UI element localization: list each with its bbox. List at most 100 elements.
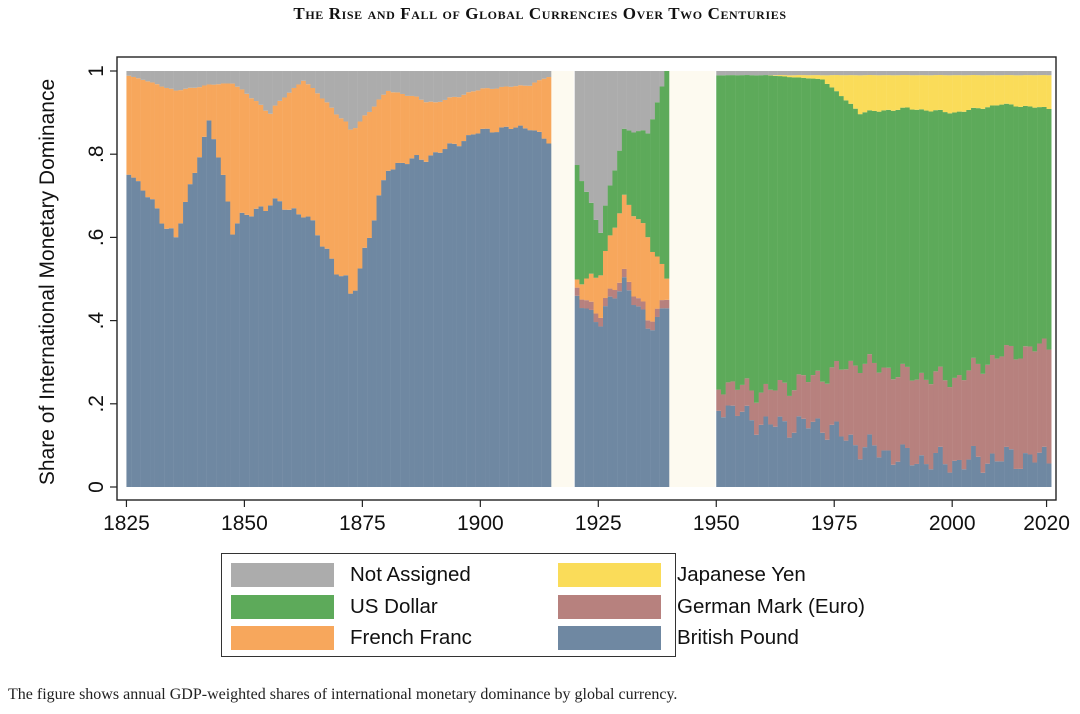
bar-segment bbox=[640, 223, 646, 302]
bar-segment bbox=[985, 75, 991, 108]
bar-segment bbox=[938, 71, 943, 76]
bar-segment bbox=[385, 90, 391, 171]
bar-segment bbox=[664, 308, 670, 487]
bar-segment bbox=[574, 295, 580, 487]
bar-segment bbox=[1046, 108, 1052, 350]
bar-segment bbox=[617, 291, 623, 487]
bar-segment bbox=[735, 415, 741, 487]
bar-segment bbox=[220, 174, 226, 487]
bar-segment bbox=[1018, 358, 1024, 469]
bar-segment bbox=[239, 89, 245, 213]
bar-segment bbox=[857, 459, 863, 487]
bar-segment bbox=[985, 463, 991, 487]
bar-segment bbox=[343, 121, 349, 276]
bar-segment bbox=[838, 71, 844, 76]
bar-segment bbox=[909, 109, 915, 381]
bar-segment bbox=[503, 86, 509, 127]
bar-segment bbox=[999, 75, 1005, 105]
bar-segment bbox=[1022, 105, 1028, 347]
bar-segment bbox=[518, 85, 523, 126]
bar-segment bbox=[329, 258, 335, 487]
bar-segment bbox=[834, 71, 840, 76]
bar-segment bbox=[522, 128, 528, 487]
bar-segment bbox=[720, 394, 726, 418]
bar-segment bbox=[923, 75, 929, 111]
bar-segment bbox=[352, 290, 358, 487]
x-tick-label: 1850 bbox=[221, 512, 268, 535]
bar-segment bbox=[305, 71, 311, 85]
bar-segment bbox=[938, 109, 943, 367]
bar-segment bbox=[952, 112, 958, 378]
bar-segment bbox=[919, 109, 925, 373]
bar-segment bbox=[900, 107, 906, 364]
bar-segment bbox=[428, 71, 434, 102]
bar-segment bbox=[654, 256, 660, 309]
bar-segment bbox=[801, 71, 807, 76]
bar-segment bbox=[815, 78, 821, 371]
legend-label: US Dollar bbox=[350, 595, 438, 618]
bar-segment bbox=[621, 194, 627, 269]
bar-segment bbox=[720, 75, 726, 395]
bar-segment bbox=[768, 424, 774, 487]
bar-segment bbox=[150, 199, 155, 487]
bar-segment bbox=[588, 309, 594, 487]
bar-segment bbox=[900, 71, 906, 76]
bar-segment bbox=[338, 71, 344, 119]
bar-segment bbox=[640, 130, 646, 224]
bar-segment bbox=[1022, 346, 1028, 454]
bar-segment bbox=[230, 83, 236, 235]
bar-segment bbox=[938, 446, 943, 487]
bar-segment bbox=[720, 417, 726, 487]
bar-segment bbox=[886, 450, 892, 487]
legend-label: Not Assigned bbox=[350, 563, 471, 586]
y-tick-label: .4 bbox=[85, 312, 108, 330]
bar-segment bbox=[966, 109, 972, 371]
bar-segment bbox=[414, 96, 420, 156]
bar-segment bbox=[385, 170, 391, 487]
bar-segment bbox=[466, 92, 472, 136]
bar-segment bbox=[357, 71, 363, 122]
bar-segment bbox=[612, 227, 618, 291]
bar-segment bbox=[400, 71, 406, 94]
bar-segment bbox=[994, 105, 1000, 359]
bar-segment bbox=[348, 129, 354, 294]
bar-segment bbox=[249, 71, 255, 99]
x-tick-label: 1875 bbox=[339, 512, 386, 535]
bar-segment bbox=[324, 102, 330, 249]
bar-segment bbox=[475, 90, 481, 134]
bar-segment bbox=[886, 367, 892, 451]
bar-segment bbox=[541, 78, 547, 139]
bar-segment bbox=[1013, 468, 1019, 487]
bar-segment bbox=[324, 248, 330, 487]
bar-segment bbox=[282, 209, 288, 487]
bar-segment bbox=[1041, 71, 1047, 76]
bar-segment bbox=[1008, 449, 1014, 487]
bar-segment bbox=[626, 130, 632, 205]
bar-segment bbox=[810, 78, 816, 376]
bar-segment bbox=[456, 97, 462, 147]
bar-segment bbox=[518, 71, 523, 86]
bar-segment bbox=[966, 75, 972, 110]
bar-segment bbox=[216, 84, 222, 158]
bar-segment bbox=[971, 107, 976, 358]
bar-segment bbox=[900, 363, 906, 445]
bar-segment bbox=[989, 355, 995, 454]
bar-segment bbox=[494, 71, 500, 89]
bar-segment bbox=[414, 71, 420, 97]
bar-segment bbox=[173, 90, 179, 238]
bar-segment bbox=[914, 463, 920, 487]
bar-segment bbox=[475, 71, 481, 91]
bar-segment bbox=[168, 228, 174, 487]
bar-segment bbox=[603, 250, 608, 299]
bar-segment bbox=[244, 93, 250, 215]
bar-segment bbox=[527, 85, 533, 131]
bar-segment bbox=[1018, 106, 1024, 359]
bar-segment bbox=[621, 128, 627, 195]
bar-segment bbox=[598, 326, 604, 487]
bar-segment bbox=[334, 71, 339, 115]
bar-segment bbox=[385, 71, 391, 91]
bar-segment bbox=[636, 306, 641, 487]
bar-segment bbox=[782, 382, 788, 422]
bar-segment bbox=[782, 421, 788, 487]
